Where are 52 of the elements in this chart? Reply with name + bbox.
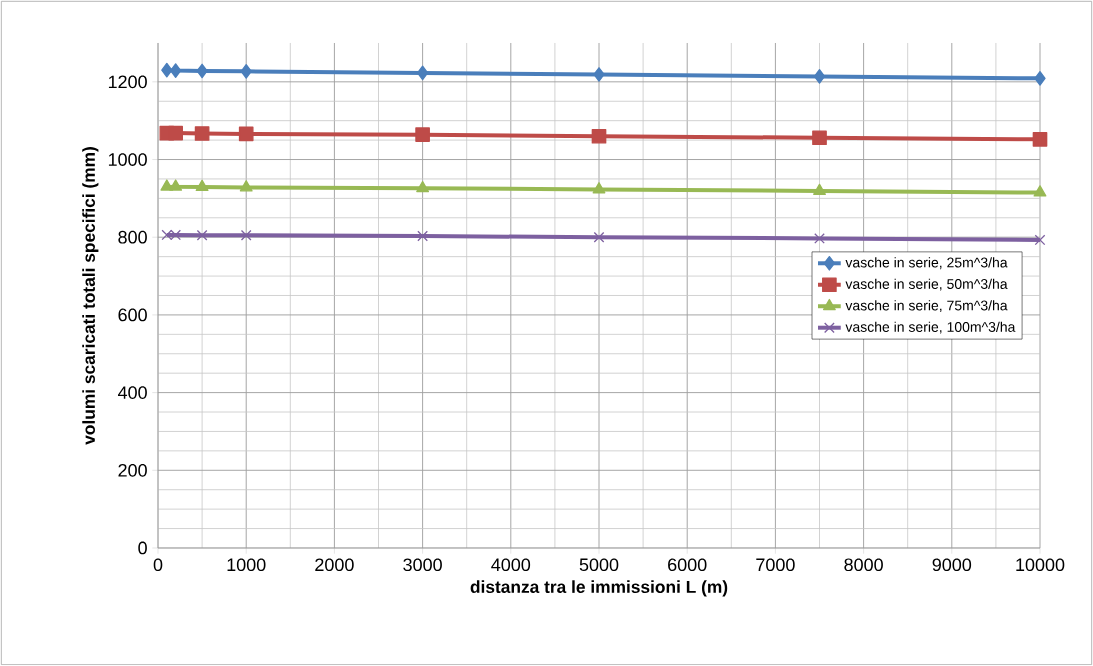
y-tick-label: 1200 <box>108 75 147 89</box>
x-tick-label: 7000 <box>756 558 795 572</box>
x-axis-title: distanza tra le immissioni L (m) <box>470 580 728 597</box>
x-tick-label: 9000 <box>932 558 972 572</box>
x-tick-label: 5000 <box>579 558 619 572</box>
point <box>1033 185 1047 197</box>
point <box>238 126 254 142</box>
point <box>1034 234 1046 246</box>
legend-label: vasche in serie, 100m^3/ha <box>845 321 1016 334</box>
x-tick-label: 0 <box>153 558 163 572</box>
y-tick-label: 200 <box>118 463 147 477</box>
x-tick-label: 8000 <box>844 558 883 572</box>
point <box>415 127 430 142</box>
x-tick-label: 2000 <box>315 558 354 572</box>
point <box>168 125 183 141</box>
point <box>416 65 429 81</box>
point <box>194 126 210 141</box>
point <box>239 180 253 192</box>
point <box>593 231 605 243</box>
point <box>240 64 252 79</box>
point <box>417 230 428 242</box>
point <box>196 229 208 241</box>
x-tick-label: 4000 <box>491 558 531 572</box>
point <box>593 67 605 82</box>
legend-label: vasche in serie, 50m^3/ha <box>845 278 1008 291</box>
x-tick-label: 10000 <box>1016 558 1065 572</box>
point <box>813 69 826 84</box>
point <box>813 183 826 195</box>
point <box>814 233 825 244</box>
point <box>195 179 209 192</box>
point <box>196 63 208 79</box>
y-axis-title: volumi scaricati totali specifici (mm) <box>82 147 99 445</box>
point <box>169 63 182 78</box>
legend-label: vasche in serie, 25m^3/ha <box>845 257 1008 270</box>
y-tick-label: 400 <box>117 386 147 399</box>
y-tick-label: 0 <box>138 541 147 555</box>
point <box>591 128 607 144</box>
x-tick-label: 6000 <box>668 558 707 572</box>
point <box>812 130 827 146</box>
point <box>169 179 183 191</box>
point <box>240 229 252 241</box>
legend-label: vasche in serie, 75m^3/ha <box>845 300 1008 313</box>
y-tick-label: 800 <box>118 230 147 244</box>
point <box>592 182 606 194</box>
point <box>1034 71 1046 86</box>
point <box>1032 131 1048 147</box>
y-tick-label: 600 <box>118 308 147 322</box>
point <box>161 62 173 78</box>
x-tick-label: 1000 <box>227 558 266 572</box>
y-tick-label: 1000 <box>108 153 147 166</box>
x-tick-label: 3000 <box>403 558 442 572</box>
point <box>416 180 430 193</box>
